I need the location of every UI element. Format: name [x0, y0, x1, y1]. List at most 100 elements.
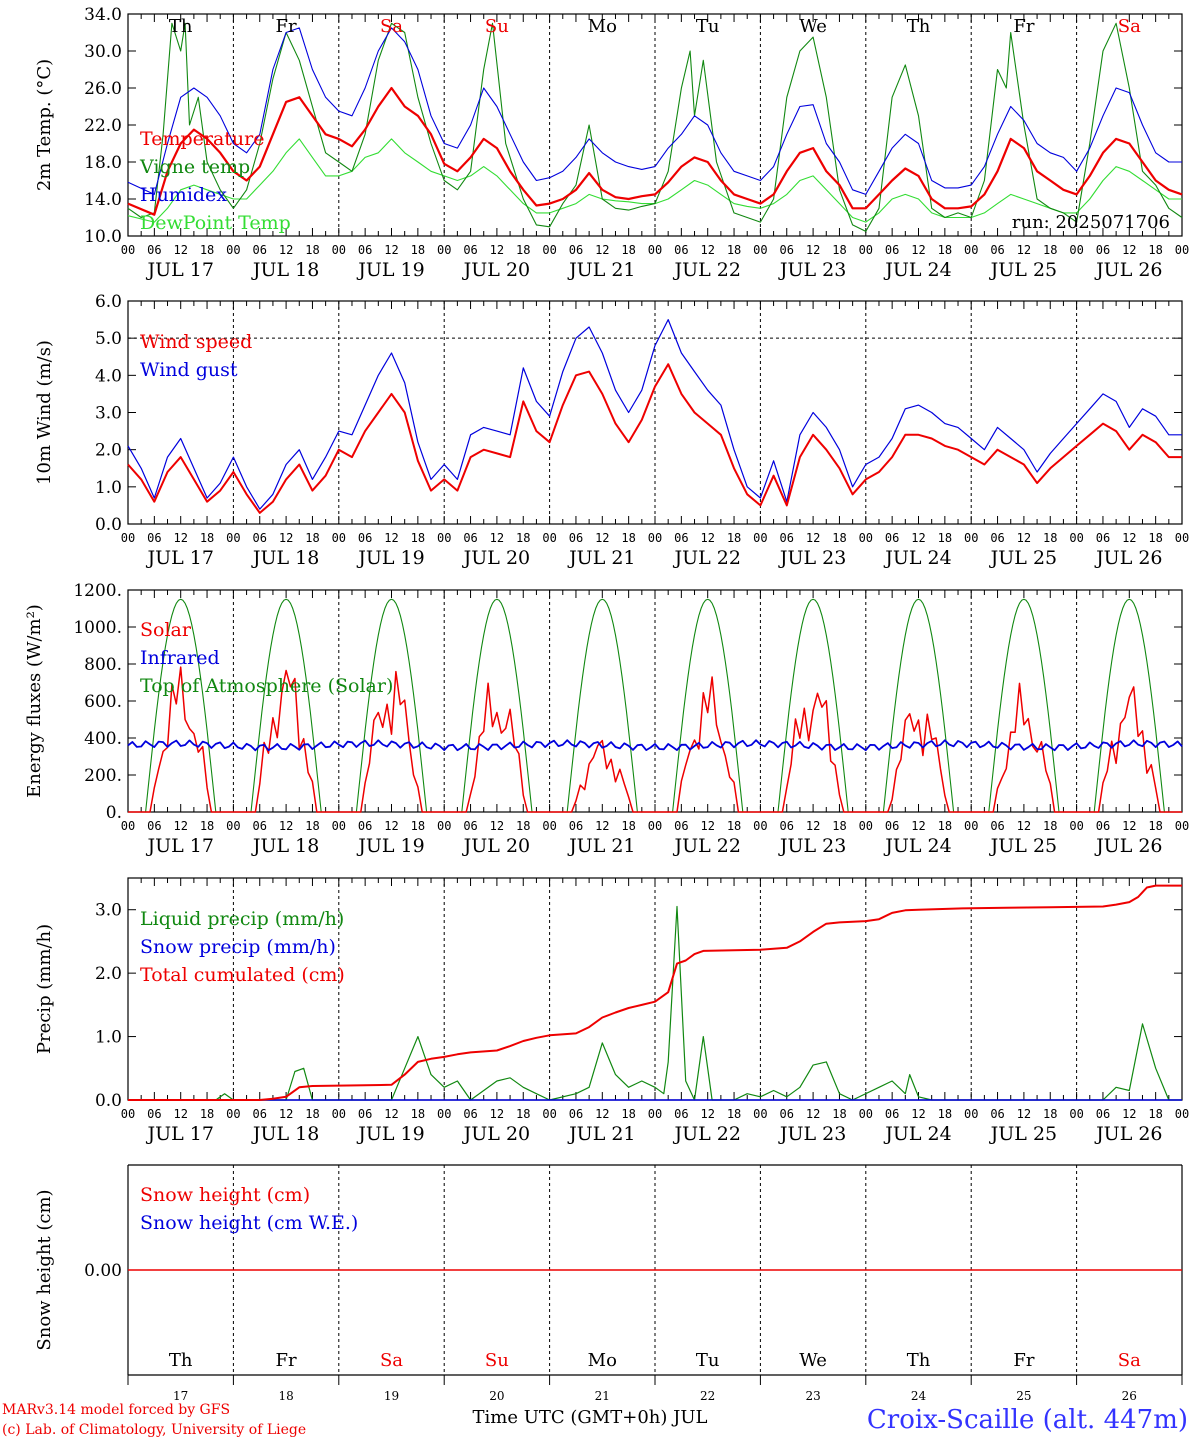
x-hour-label: 18: [621, 531, 635, 545]
x-hour-label: 18: [516, 531, 530, 545]
x-hour-label: 12: [700, 1107, 714, 1121]
weekday-label: Su: [485, 1350, 509, 1371]
y-tick-label: 30.0: [84, 42, 122, 62]
x-hour-label: 00: [542, 1107, 556, 1121]
series-line-infrared: [127, 739, 1183, 752]
x-hour-label: 00: [753, 243, 767, 257]
x-hour-label: 00: [226, 1107, 240, 1121]
x-date-label: JUL 23: [778, 835, 846, 857]
x-hour-label: 18: [621, 1107, 635, 1121]
x-hour-label: 06: [990, 531, 1004, 545]
y-tick-label: 6.0: [95, 292, 122, 312]
x-hour-label: 06: [463, 531, 477, 545]
x-hour-label: 18: [516, 819, 530, 833]
x-hour-label: 18: [305, 531, 319, 545]
legend-entry: Vigne temp: [139, 156, 250, 178]
x-hour-label: 06: [780, 243, 794, 257]
x-date-label: JUL 24: [883, 259, 951, 281]
x-hour-label: 12: [173, 819, 187, 833]
x-hour-label: 00: [332, 243, 346, 257]
x-hour-label: 00: [1175, 1107, 1189, 1121]
x-hour-label: 00: [332, 531, 346, 545]
x-hour-label: 12: [279, 1107, 293, 1121]
panel-5: 0.00 Snow height (cm) Snow height (cm) Snow…: [34, 1164, 1183, 1403]
x-hour-label: 06: [358, 243, 372, 257]
panel-2: 0.0 1.0 2.0 3.0 4.0 5.0 6.0 10m Wind (m/s) Wind …: [34, 292, 1189, 569]
weekday-label: Sa: [1118, 16, 1141, 37]
x-hour-label: 18: [1043, 531, 1057, 545]
series-line-speed: [127, 363, 1182, 514]
x-day-number: 24: [911, 1389, 927, 1403]
x-hour-label: 00: [753, 531, 767, 545]
y-tick-label: 14.0: [84, 190, 122, 210]
x-hour-label: 18: [727, 1107, 741, 1121]
x-hour-label: 18: [832, 531, 846, 545]
x-date-label: JUL 21: [567, 259, 635, 281]
x-hour-label: 12: [806, 531, 820, 545]
x-hour-label: 12: [1017, 1107, 1031, 1121]
x-date-label: JUL 17: [145, 1123, 213, 1145]
x-date-label: JUL 19: [356, 547, 424, 569]
x-hour-label: 06: [674, 531, 688, 545]
x-hour-label: 00: [226, 243, 240, 257]
x-hour-label: 12: [806, 819, 820, 833]
x-hour-label: 06: [569, 819, 583, 833]
x-hour-label: 00: [648, 1107, 662, 1121]
y-tick-label: 1.0: [95, 1028, 122, 1048]
x-hour-label: 18: [621, 819, 635, 833]
y-tick-label: 200.: [84, 766, 122, 786]
y-tick-label: 1.0: [95, 478, 122, 498]
x-hour-label: 12: [490, 243, 504, 257]
x-hour-label: 00: [437, 531, 451, 545]
x-hour-label: 06: [253, 243, 267, 257]
x-hour-label: 18: [411, 243, 425, 257]
x-hour-label: 12: [911, 531, 925, 545]
x-hour-label: 12: [1122, 243, 1136, 257]
x-hour-label: 18: [305, 819, 319, 833]
x-date-label: JUL 17: [145, 547, 213, 569]
legend-entry: Snow height (cm W.E.): [140, 1212, 358, 1234]
x-hour-label: 12: [595, 531, 609, 545]
x-hour-label: 00: [1175, 531, 1189, 545]
x-date-label: JUL 25: [989, 1123, 1057, 1145]
x-hour-label: 12: [911, 1107, 925, 1121]
x-hour-label: 12: [173, 531, 187, 545]
x-hour-label: 12: [279, 819, 293, 833]
x-hour-label: 00: [964, 819, 978, 833]
x-hour-label: 06: [780, 1107, 794, 1121]
x-hour-label: 06: [253, 1107, 267, 1121]
x-date-label: JUL 20: [462, 259, 530, 281]
x-hour-label: 12: [806, 1107, 820, 1121]
legend-entry: Temperature: [140, 128, 264, 150]
x-hour-label: 06: [1096, 1107, 1110, 1121]
x-hour-label: 06: [147, 243, 161, 257]
series-line-2: [127, 27, 1182, 195]
x-hour-label: 12: [490, 819, 504, 833]
x-hour-label: 00: [1175, 819, 1189, 833]
x-hour-label: 12: [700, 819, 714, 833]
x-hour-label: 06: [463, 1107, 477, 1121]
x-hour-label: 00: [542, 819, 556, 833]
x-hour-label: 18: [1043, 1107, 1057, 1121]
x-date-label: JUL 26: [1094, 547, 1162, 569]
x-hour-label: 18: [411, 1107, 425, 1121]
x-hour-label: 12: [595, 1107, 609, 1121]
weekday-label: Sa: [380, 16, 403, 37]
legend-entry: Snow height (cm): [140, 1184, 310, 1206]
x-date-label: JUL 18: [251, 1123, 319, 1145]
x-hour-label: 06: [885, 1107, 899, 1121]
weekday-label: Mo: [588, 1350, 617, 1371]
legend-entry: Top of Atmosphere (Solar): [140, 675, 393, 697]
x-hour-label: 18: [1148, 819, 1162, 833]
run-annotation: run: 2025071706: [1012, 212, 1170, 233]
x-date-label: JUL 25: [989, 259, 1057, 281]
x-hour-label: 00: [542, 243, 556, 257]
x-date-label: JUL 23: [778, 1123, 846, 1145]
x-hour-label: 12: [490, 531, 504, 545]
weekday-label: Fr: [276, 1350, 297, 1371]
series-line-1: [127, 22, 1183, 232]
x-date-label: JUL 22: [672, 835, 740, 857]
y-tick-label: 0.: [106, 803, 122, 823]
x-day-number: 21: [595, 1389, 610, 1403]
x-hour-label: 18: [938, 1107, 952, 1121]
